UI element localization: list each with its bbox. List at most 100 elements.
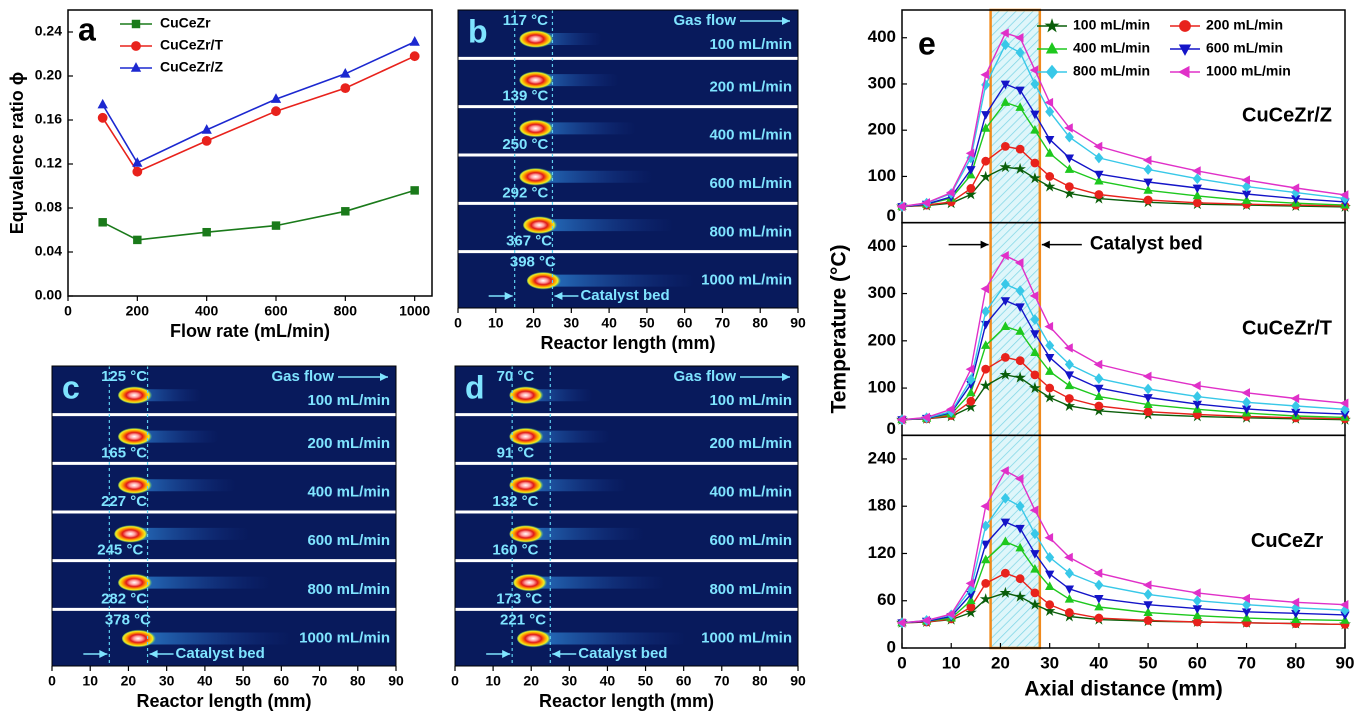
flow-label: 1000 mL/min bbox=[701, 630, 792, 647]
hot-spot bbox=[519, 119, 555, 137]
x-tick-label: 50 bbox=[235, 673, 251, 689]
y-axis-title: Temperature (°C) bbox=[828, 244, 851, 413]
temperature-label: 160 °C bbox=[492, 542, 538, 559]
hot-spot bbox=[509, 476, 545, 494]
gas-flow-label: Gas flow bbox=[673, 12, 736, 29]
temperature-label: 91 °C bbox=[497, 444, 535, 461]
marker bbox=[410, 37, 419, 45]
heatmap-background bbox=[52, 366, 396, 666]
y-tick-label: 300 bbox=[868, 283, 896, 302]
hot-spot bbox=[509, 525, 545, 543]
x-tick-label: 90 bbox=[790, 673, 806, 689]
panel-name: CuCeZr/T bbox=[1242, 317, 1332, 339]
hot-spot bbox=[523, 216, 559, 234]
legend-label: CuCeZr/T bbox=[160, 37, 223, 53]
x-tick-label: 70 bbox=[312, 673, 328, 689]
marker bbox=[342, 207, 350, 215]
x-axis-title: Reactor length (mm) bbox=[136, 691, 311, 711]
y-tick-label: 0.16 bbox=[35, 111, 62, 127]
hot-spot bbox=[122, 630, 158, 648]
x-tick-label: 200 bbox=[126, 303, 150, 319]
marker bbox=[134, 236, 142, 244]
plot-frame bbox=[68, 10, 432, 296]
flow-label: 800 mL/min bbox=[709, 581, 792, 598]
y-tick-label: 0.20 bbox=[35, 67, 62, 83]
x-tick-label: 0 bbox=[64, 303, 72, 319]
marker bbox=[1065, 394, 1073, 402]
x-tick-label: 20 bbox=[121, 673, 137, 689]
marker bbox=[1193, 174, 1201, 184]
page: 02004006008001000Flow rate (mL/min)0.000… bbox=[0, 0, 1354, 718]
legend-label: 100 mL/min bbox=[1073, 17, 1150, 33]
x-axis-title: Flow rate (mL/min) bbox=[170, 321, 330, 341]
marker bbox=[1065, 609, 1073, 617]
x-tick-label: 40 bbox=[197, 673, 213, 689]
flow-label: 100 mL/min bbox=[307, 392, 390, 409]
flow-label: 400 mL/min bbox=[709, 484, 792, 501]
x-tick-label: 50 bbox=[639, 315, 655, 331]
series-line bbox=[103, 42, 415, 163]
marker bbox=[1045, 182, 1054, 191]
x-tick-label: 40 bbox=[1089, 653, 1108, 672]
y-tick-label: 200 bbox=[868, 330, 896, 349]
hot-spot bbox=[509, 428, 545, 446]
marker bbox=[341, 84, 350, 93]
legend-label: 600 mL/min bbox=[1206, 40, 1283, 56]
legend-label: 200 mL/min bbox=[1206, 17, 1283, 33]
marker bbox=[1065, 595, 1073, 602]
y-tick-label: 120 bbox=[868, 543, 896, 562]
marker bbox=[967, 397, 975, 405]
x-tick-label: 60 bbox=[676, 673, 692, 689]
marker bbox=[1046, 19, 1059, 31]
x-tick-label: 10 bbox=[942, 653, 961, 672]
x-tick-label: 80 bbox=[1286, 653, 1305, 672]
x-tick-label: 800 bbox=[334, 303, 358, 319]
figure: 02004006008001000Flow rate (mL/min)0.000… bbox=[0, 0, 1354, 718]
x-tick-label: 20 bbox=[526, 315, 542, 331]
marker bbox=[1047, 65, 1058, 78]
x-axis-title: Axial distance (mm) bbox=[1024, 678, 1222, 701]
x-tick-label: 0 bbox=[451, 673, 459, 689]
temperature-label: 378 °C bbox=[105, 611, 151, 628]
hot-spot bbox=[519, 71, 555, 89]
marker bbox=[1193, 618, 1201, 626]
temperature-label: 245 °C bbox=[97, 542, 143, 559]
marker bbox=[1065, 183, 1073, 191]
y-tick-label: 0.04 bbox=[35, 243, 62, 259]
marker bbox=[1291, 395, 1298, 403]
flow-label: 600 mL/min bbox=[709, 532, 792, 549]
marker bbox=[1016, 145, 1024, 153]
flow-label: 200 mL/min bbox=[307, 435, 390, 452]
catalyst-bed-label: Catalyst bed bbox=[578, 645, 667, 662]
y-tick-label: 0.24 bbox=[35, 23, 62, 39]
flow-label: 1000 mL/min bbox=[701, 272, 792, 289]
arrow-head bbox=[981, 241, 989, 249]
marker bbox=[1001, 353, 1009, 361]
marker bbox=[411, 187, 419, 195]
legend-label: 1000 mL/min bbox=[1206, 63, 1291, 79]
marker bbox=[1095, 580, 1103, 590]
temperature-label: 165 °C bbox=[101, 444, 147, 461]
marker bbox=[132, 20, 140, 28]
y-tick-label: 300 bbox=[868, 73, 896, 92]
marker bbox=[1144, 165, 1152, 175]
marker bbox=[203, 228, 211, 236]
x-tick-label: 90 bbox=[790, 315, 806, 331]
y-tick-label: 0 bbox=[887, 419, 896, 438]
temperature-label: 70 °C bbox=[497, 368, 535, 385]
marker bbox=[272, 107, 281, 116]
marker bbox=[1095, 190, 1103, 198]
panel-name: CuCeZr/Z bbox=[1242, 105, 1332, 127]
marker bbox=[982, 541, 990, 548]
marker bbox=[1001, 142, 1009, 150]
marker bbox=[1031, 371, 1039, 379]
marker bbox=[1144, 616, 1152, 624]
x-axis-title: Reactor length (mm) bbox=[539, 691, 714, 711]
flow-label: 400 mL/min bbox=[709, 127, 792, 144]
x-tick-label: 70 bbox=[714, 673, 730, 689]
x-tick-label: 20 bbox=[523, 673, 539, 689]
temperature-label: 398 °C bbox=[510, 254, 556, 271]
marker bbox=[1001, 569, 1009, 577]
marker bbox=[1095, 360, 1102, 368]
marker bbox=[1046, 384, 1054, 392]
